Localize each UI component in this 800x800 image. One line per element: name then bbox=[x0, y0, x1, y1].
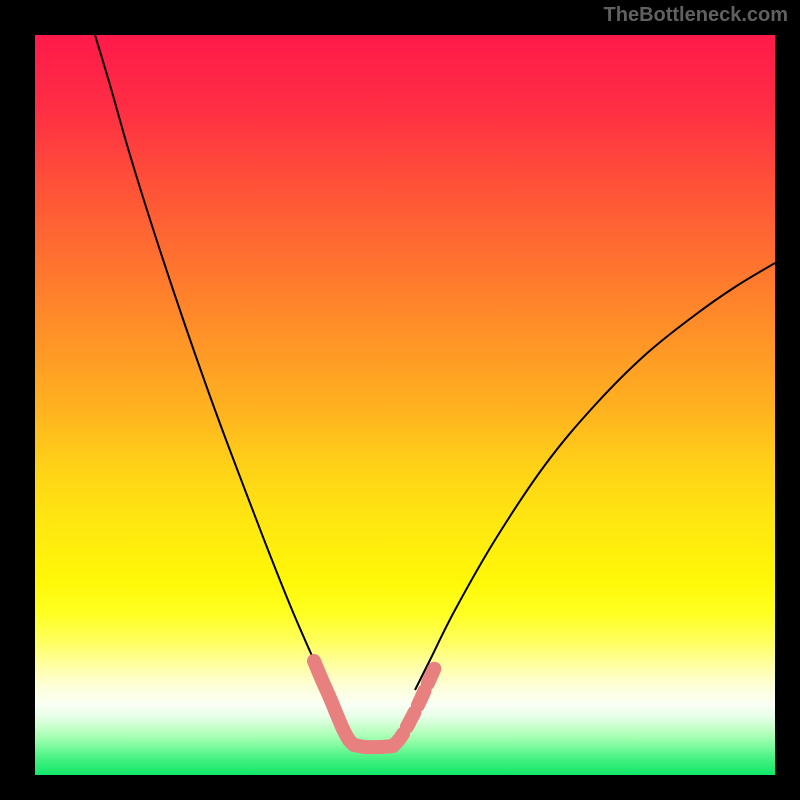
plot-area bbox=[35, 35, 775, 775]
watermark-text: TheBottleneck.com bbox=[604, 4, 788, 27]
plot-background bbox=[35, 35, 775, 775]
plot-svg bbox=[35, 35, 775, 775]
